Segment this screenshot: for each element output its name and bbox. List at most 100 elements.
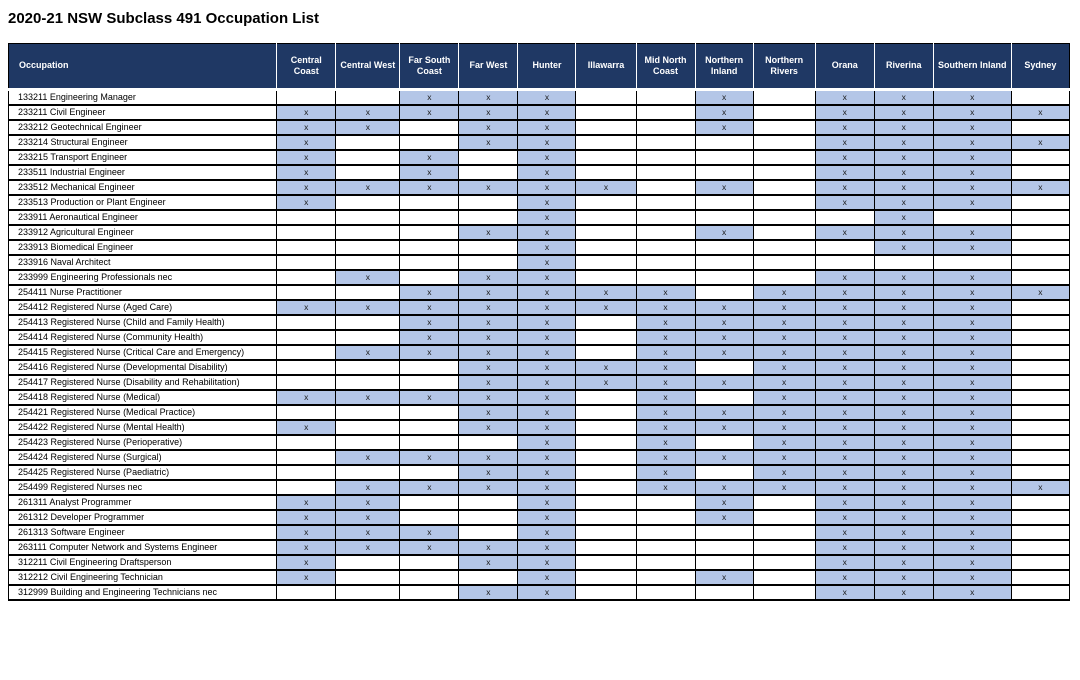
cell-x-mark: x (873, 478, 934, 496)
cell-empty (575, 463, 637, 481)
cell-empty (752, 268, 816, 286)
cell-empty (1010, 538, 1071, 556)
cell-empty (575, 403, 637, 421)
occupation-matrix-table: Occupation Central Coast Central West Far … (7, 43, 1071, 601)
cell-empty (575, 418, 637, 436)
cell-empty (635, 118, 696, 136)
table-row: 254425 Registered Nurse (Paediatric) x x x x… (7, 463, 1071, 481)
cell-x-mark: x (873, 373, 934, 391)
cell-x-mark: x (335, 538, 401, 556)
cell-x-mark: x (932, 418, 1012, 436)
cell-empty (932, 208, 1012, 226)
cell-empty (635, 508, 696, 526)
occupation-cell: 233212 Geotechnical Engineer (7, 118, 278, 136)
cell-x-mark: x (814, 523, 875, 541)
cell-empty (575, 103, 637, 121)
cell-x-mark: x (814, 343, 875, 361)
cell-x-mark: x (335, 388, 401, 406)
cell-empty (399, 463, 460, 481)
cell-empty (458, 193, 519, 211)
cell-empty (276, 433, 337, 451)
cell-x-mark: x (517, 463, 577, 481)
cell-empty (814, 208, 875, 226)
occupation-cell: 233913 Biomedical Engineer (7, 238, 278, 256)
column-header-region: Sydney (1010, 43, 1071, 91)
table-row: 233911 Aeronautical Engineer x x (7, 208, 1071, 226)
cell-empty (694, 283, 754, 301)
cell-x-mark: x (932, 328, 1012, 346)
cell-x-mark: x (517, 583, 577, 601)
header-row: Occupation Central Coast Central West Far … (7, 43, 1071, 91)
occupation-cell: 233912 Agricultural Engineer (7, 223, 278, 241)
cell-empty (1010, 568, 1071, 586)
cell-empty (814, 238, 875, 256)
cell-x-mark: x (694, 568, 754, 586)
cell-x-mark: x (458, 448, 519, 466)
cell-empty (752, 493, 816, 511)
table-row: 261311 Analyst Programmer x x x x x x x (7, 493, 1071, 511)
occupation-cell: 254499 Registered Nurses nec (7, 478, 278, 496)
cell-x-mark: x (932, 298, 1012, 316)
cell-empty (575, 238, 637, 256)
cell-empty (635, 103, 696, 121)
cell-x-mark: x (814, 148, 875, 166)
cell-x-mark: x (873, 223, 934, 241)
cell-x-mark: x (517, 343, 577, 361)
cell-x-mark: x (814, 268, 875, 286)
cell-x-mark: x (694, 298, 754, 316)
cell-x-mark: x (276, 388, 337, 406)
cell-x-mark: x (276, 193, 337, 211)
cell-empty (335, 283, 401, 301)
cell-x-mark: x (635, 388, 696, 406)
cell-x-mark: x (458, 313, 519, 331)
cell-x-mark: x (814, 88, 875, 106)
cell-empty (1010, 403, 1071, 421)
cell-x-mark: x (814, 583, 875, 601)
cell-x-mark: x (399, 538, 460, 556)
cell-x-mark: x (458, 583, 519, 601)
cell-x-mark: x (932, 538, 1012, 556)
cell-empty (575, 388, 637, 406)
cell-x-mark: x (458, 343, 519, 361)
cell-empty (575, 133, 637, 151)
occupation-cell: 254423 Registered Nurse (Perioperative) (7, 433, 278, 451)
cell-x-mark: x (873, 268, 934, 286)
cell-x-mark: x (694, 88, 754, 106)
cell-x-mark: x (694, 328, 754, 346)
cell-empty (1010, 463, 1071, 481)
cell-x-mark: x (335, 523, 401, 541)
cell-x-mark: x (458, 268, 519, 286)
cell-empty (399, 253, 460, 271)
cell-x-mark: x (635, 373, 696, 391)
cell-empty (335, 418, 401, 436)
cell-x-mark: x (752, 373, 816, 391)
cell-empty (458, 523, 519, 541)
cell-x-mark: x (814, 328, 875, 346)
cell-empty (276, 373, 337, 391)
cell-empty (752, 208, 816, 226)
cell-x-mark: x (814, 568, 875, 586)
table-row: 233211 Civil Engineer x x x x x x x x x x (7, 103, 1071, 121)
table-row: 254415 Registered Nurse (Critical Care a… (7, 343, 1071, 361)
cell-empty (635, 538, 696, 556)
table-row: 133211 Engineering Manager x x x x x x x (7, 88, 1071, 106)
cell-empty (1010, 193, 1071, 211)
cell-empty (399, 583, 460, 601)
occupation-cell: 254425 Registered Nurse (Paediatric) (7, 463, 278, 481)
cell-x-mark: x (458, 538, 519, 556)
cell-x-mark: x (517, 193, 577, 211)
cell-empty (752, 238, 816, 256)
cell-empty (1010, 583, 1071, 601)
cell-empty (635, 88, 696, 106)
cell-x-mark: x (399, 148, 460, 166)
cell-empty (694, 538, 754, 556)
cell-empty (399, 568, 460, 586)
cell-empty (575, 568, 637, 586)
cell-empty (694, 583, 754, 601)
cell-empty (575, 223, 637, 241)
cell-x-mark: x (399, 163, 460, 181)
cell-x-mark: x (873, 178, 934, 196)
cell-empty (635, 163, 696, 181)
table-row: 254424 Registered Nurse (Surgical) x x x x x x… (7, 448, 1071, 466)
column-header-region: Hunter (517, 43, 577, 91)
